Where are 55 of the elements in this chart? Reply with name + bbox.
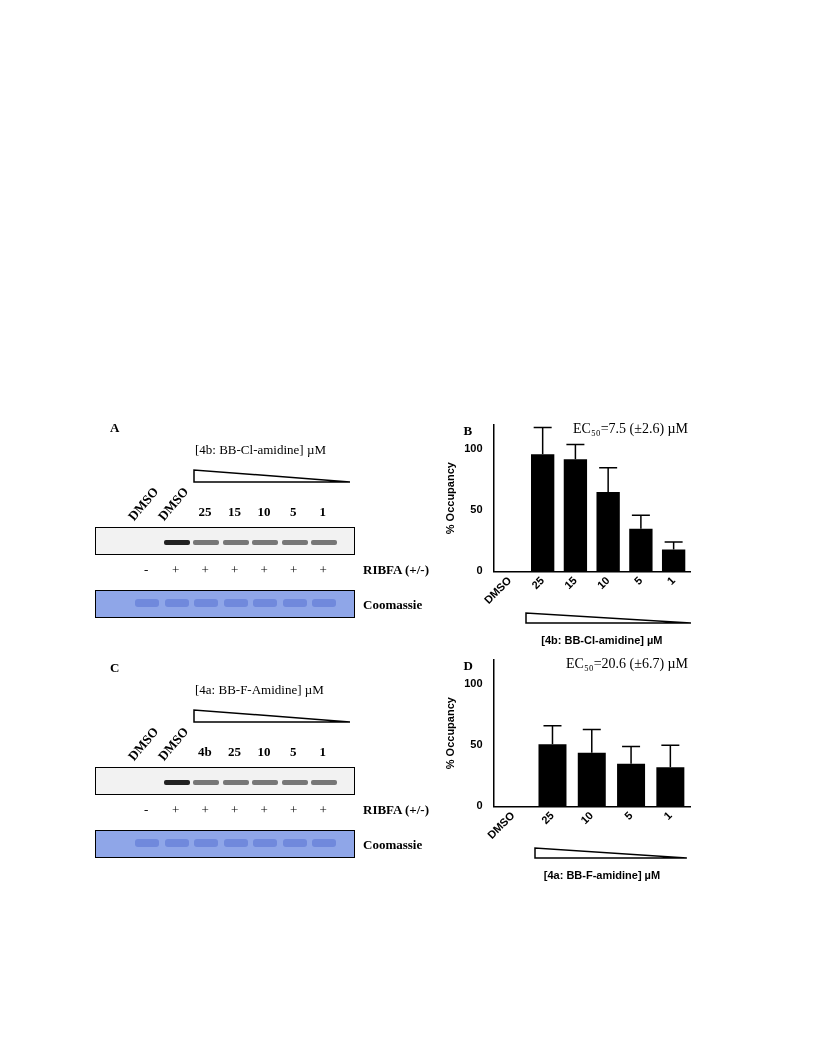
x-tick-label: 25	[529, 574, 547, 592]
x-tick-label: 10	[578, 809, 596, 827]
text: +	[260, 802, 268, 818]
y-tick-label: 50	[470, 738, 483, 751]
text: +	[201, 562, 209, 578]
text: Coomassie	[363, 837, 423, 853]
text: +	[290, 562, 298, 578]
y-tick-label: 100	[464, 442, 483, 455]
text: RIBFA (+/-)	[363, 562, 430, 578]
category-label: 5	[290, 504, 297, 520]
y-tick-label: 100	[464, 677, 483, 690]
annotation: EC₅₀=7.5 (±2.6) µM	[573, 421, 689, 437]
category-label: 15	[228, 504, 241, 520]
y-tick-label: 0	[476, 799, 483, 812]
x-tick-label: 1	[661, 809, 674, 822]
text: [4a: BB-F-Amidine] µM	[195, 682, 324, 698]
y-tick-label: 50	[470, 503, 483, 516]
x-tick-label: 10	[594, 574, 612, 592]
chart-title: D	[463, 658, 473, 674]
y-tick-label: 0	[476, 564, 483, 577]
text: RIBFA (+/-)	[363, 802, 430, 818]
category-label: 1	[319, 744, 326, 760]
x-tick-label: 5	[621, 809, 635, 822]
text: +	[201, 802, 209, 818]
chart-title: B	[463, 423, 473, 439]
text: +	[231, 802, 239, 818]
text: -	[144, 562, 149, 578]
category-label: 25	[228, 744, 241, 760]
text: +	[319, 802, 327, 818]
text: +	[172, 802, 180, 818]
x-tick-label: 1	[664, 574, 678, 587]
text: -	[144, 802, 149, 818]
category-label: 4b	[198, 744, 212, 760]
category-label: 5	[290, 744, 297, 760]
text: +	[172, 562, 180, 578]
x-axis-title: [4b: BB-Cl-amidine] µM	[541, 634, 663, 646]
text: +	[319, 562, 327, 578]
text: C	[110, 660, 120, 676]
category-label: 10	[257, 744, 271, 760]
x-axis-title: [4a: BB-F-amidine] µM	[543, 869, 661, 881]
text: Coomassie	[363, 597, 423, 613]
x-tick-label: 25	[538, 809, 557, 827]
text: +	[260, 562, 268, 578]
text: A	[110, 420, 120, 436]
text: [4b: BB-Cl-amidine] µM	[195, 442, 326, 458]
text: +	[290, 802, 298, 818]
category-label: 25	[198, 504, 212, 520]
text: +	[231, 562, 239, 578]
x-tick-label: 5	[631, 574, 645, 587]
category-label: 10	[257, 504, 271, 520]
y-axis-title: % Occupancy	[443, 696, 456, 770]
category-label: 1	[319, 504, 326, 520]
annotation: EC₅₀=20.6 (±6.7) µM	[566, 656, 689, 672]
y-axis-title: % Occupancy	[443, 461, 456, 535]
x-tick-label: 15	[561, 574, 579, 592]
